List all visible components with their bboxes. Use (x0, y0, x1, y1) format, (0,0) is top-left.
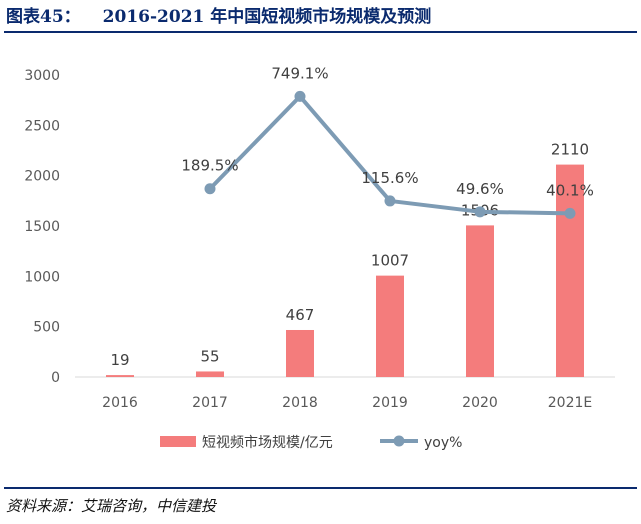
yoy-point (294, 90, 306, 102)
x-tick-label: 2021E (548, 395, 592, 411)
y-tick-label: 1500 (24, 219, 60, 235)
yoy-data-label: 49.6% (456, 180, 504, 198)
bar (556, 164, 584, 377)
legend: 短视频市场规模/亿元 yoy% (160, 434, 462, 451)
x-tick-label: 2017 (192, 395, 228, 411)
y-tick-label: 500 (33, 320, 60, 336)
x-tick-label: 2018 (282, 395, 318, 411)
y-tick-label: 1000 (24, 269, 60, 285)
x-tick-label: 2019 (372, 395, 408, 411)
x-tick-label: 2020 (462, 395, 498, 411)
yoy-point (384, 195, 396, 207)
legend-line-label: yoy% (424, 435, 462, 451)
y-tick-label: 3000 (24, 68, 60, 84)
bar (466, 225, 494, 377)
y-tick-label: 0 (51, 370, 60, 386)
x-axis: 2016 2017 2018 2019 2020 2021E (75, 376, 615, 411)
y-tick-label: 2500 (24, 118, 60, 134)
figure-title-text: 2016-2021 年中国短视频市场规模及预测 (102, 7, 432, 27)
bar (286, 329, 314, 377)
yoy-point (474, 206, 486, 218)
bar-data-label: 1007 (371, 252, 409, 270)
yoy-point (564, 207, 576, 219)
bar-data-label: 55 (200, 347, 219, 365)
bar (196, 371, 224, 377)
bar-data-label: 467 (286, 306, 315, 324)
y-tick-label: 2000 (24, 169, 60, 185)
bar (106, 375, 134, 377)
bar-data-label: 19 (110, 351, 129, 369)
yoy-data-label: 189.5% (181, 157, 238, 175)
legend-bar-swatch (160, 436, 196, 447)
source-note: 资料来源：艾瑞咨询，中信建投 (6, 497, 217, 515)
bar-data-label: 2110 (551, 141, 589, 159)
yoy-data-label: 40.1% (546, 181, 594, 199)
x-tick-label: 2016 (102, 395, 138, 411)
yoy-data-label: 749.1% (271, 64, 328, 82)
source-rule (4, 487, 637, 489)
bar (376, 275, 404, 377)
legend-bar-label: 短视频市场规模/亿元 (202, 434, 333, 451)
legend-line-marker (393, 435, 405, 447)
figure-label: 图表45： (6, 7, 81, 27)
title-rule (4, 31, 637, 33)
bar-series: 1955467100715062110 (106, 141, 589, 377)
figure-title: 图表45： 2016-2021 年中国短视频市场规模及预测 (6, 6, 431, 28)
y-axis: 0 500 1000 1500 2000 2500 3000 (24, 68, 60, 386)
line-series: 189.5% 749.1% 115.6% 49.6% 40.1% (181, 64, 594, 219)
yoy-point (204, 183, 216, 195)
yoy-data-label: 115.6% (361, 169, 418, 187)
